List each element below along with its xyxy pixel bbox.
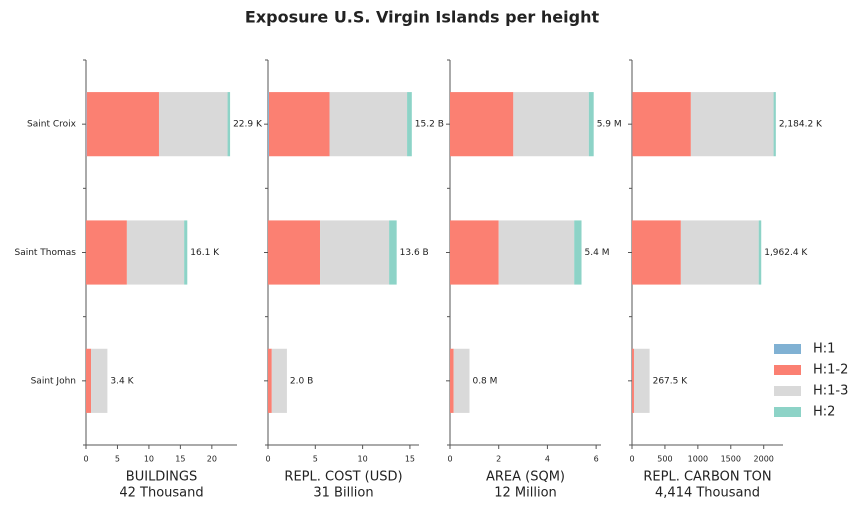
y-tick-label: Saint Croix (27, 120, 77, 130)
legend-label: H:1-2 (813, 363, 848, 378)
chart-title: Exposure U.S. Virgin Islands per height (245, 8, 600, 27)
legend-swatch (774, 344, 801, 354)
bar-segment (680, 220, 759, 285)
x-axis-label: REPL. CARBON TON (643, 470, 771, 485)
legend-swatch (774, 365, 801, 375)
x-tick-label: 1500 (721, 455, 741, 464)
total-label: 5.9 M (597, 120, 622, 130)
x-axis-label: BUILDINGS (126, 470, 197, 485)
bar-segment (773, 92, 776, 157)
x-tick-label: 5 (115, 455, 120, 464)
bar-segment (268, 220, 321, 285)
bar-segment (227, 92, 231, 157)
bar-segment (588, 92, 594, 157)
x-tick-label: 15 (405, 455, 415, 464)
x-tick-label: 0 (83, 455, 88, 464)
bar-segment (450, 92, 514, 157)
x-tick-label: 1000 (688, 455, 708, 464)
total-label: 3.4 K (110, 376, 134, 386)
legend-label: H:1 (813, 342, 835, 357)
x-tick-label: 10 (144, 455, 154, 464)
total-label: 16.1 K (190, 248, 220, 258)
total-label: 2.0 B (290, 376, 313, 386)
x-tick-label: 2000 (754, 455, 774, 464)
x-axis-label: AREA (SQM) (486, 470, 565, 485)
x-axis-total: 31 Billion (313, 486, 373, 501)
bar-segment (86, 92, 159, 157)
bar-segment (320, 220, 390, 285)
bar-segment (632, 92, 691, 157)
total-label: 267.5 K (653, 376, 689, 386)
x-tick-label: 0 (629, 455, 634, 464)
legend-swatch (774, 386, 801, 396)
bar-segment (389, 220, 397, 285)
bar-segment (184, 220, 188, 285)
x-tick-label: 0 (447, 455, 452, 464)
x-tick-label: 20 (207, 455, 217, 464)
total-label: 15.2 B (415, 120, 444, 130)
y-tick-label: Saint Thomas (14, 248, 76, 258)
bar-segment (574, 220, 582, 285)
x-axis-total: 12 Million (494, 486, 557, 501)
bar-segment (498, 220, 575, 285)
x-tick-label: 10 (358, 455, 368, 464)
bar-segment (86, 220, 127, 285)
bar-segment (329, 92, 408, 157)
total-label: 1,962.4 K (764, 248, 808, 258)
bar-segment (758, 220, 762, 285)
total-label: 13.6 B (400, 248, 429, 258)
x-tick-label: 2 (496, 455, 501, 464)
x-axis-label: REPL. COST (USD) (284, 470, 402, 485)
bar-segment (158, 92, 228, 157)
x-axis-total: 4,414 Thousand (655, 486, 760, 501)
bar-segment (690, 92, 774, 157)
bar-segment (91, 348, 108, 413)
bar-segment (632, 220, 681, 285)
total-label: 2,184.2 K (779, 120, 823, 130)
x-tick-label: 15 (175, 455, 185, 464)
y-tick-label: Saint John (31, 376, 76, 386)
legend-label: H:2 (813, 405, 835, 420)
x-tick-label: 0 (265, 455, 270, 464)
bar-segment (450, 220, 499, 285)
legend-swatch (774, 407, 801, 417)
bar-segment (633, 348, 650, 413)
x-axis-total: 42 Thousand (119, 486, 203, 501)
bar-segment (407, 92, 412, 157)
total-label: 0.8 M (472, 376, 497, 386)
bar-segment (126, 220, 185, 285)
bar-segment (86, 92, 87, 157)
bar-segment (271, 348, 287, 413)
bar-segment (450, 348, 454, 413)
bar-segment (268, 348, 272, 413)
total-label: 22.9 K (233, 120, 263, 130)
x-tick-label: 4 (545, 455, 550, 464)
bar-segment (268, 92, 330, 157)
bar-segment (86, 348, 92, 413)
bar-segment (513, 92, 589, 157)
bar-segment (268, 92, 269, 157)
legend-label: H:1-3 (813, 384, 848, 399)
bar-segment (632, 348, 634, 413)
x-tick-label: 5 (313, 455, 318, 464)
total-label: 5.4 M (585, 248, 610, 258)
x-tick-label: 500 (657, 455, 672, 464)
bar-segment (453, 348, 470, 413)
x-tick-label: 6 (594, 455, 599, 464)
